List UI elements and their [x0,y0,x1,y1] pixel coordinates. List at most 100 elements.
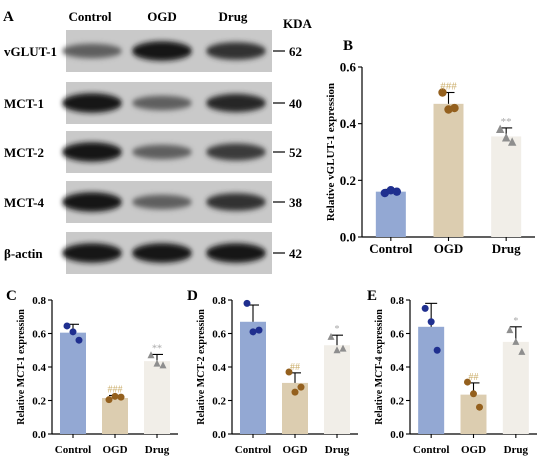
data-point-control [421,304,429,312]
data-point-drug [501,133,511,142]
significance-mark-drug: * [335,324,340,335]
x-tick-label-drug: Drug [325,444,350,456]
data-point-drug [327,332,335,340]
lane-label-control: Control [68,9,111,24]
significance-mark-ogd: ### [108,384,123,395]
blot-band [206,93,266,113]
data-point-drug [512,337,520,345]
panel-c-bar-chart: C 0.0 0.2 0.4 0.6 0.8 Relative MCT-1 expressio… [6,288,178,456]
x-tick-label-ogd: OGD [102,444,127,456]
x-tick-label-drug: Drug [504,444,529,456]
data-point-control [392,187,402,196]
significance-mark-ogd: ### [440,81,457,93]
blot-band [206,243,266,263]
x-tick-label-control: Control [55,444,91,456]
protein-label-mct-4: MCT-4 [4,195,44,210]
lane-label-ogd: OGD [147,9,177,24]
significance-mark-ogd: ## [469,372,479,383]
data-point-drug [147,351,155,359]
x-tick-label-ogd: OGD [434,241,464,256]
data-point-control [63,322,71,330]
significance-mark-drug: * [513,316,518,327]
y-tick-label: 0.0 [212,429,226,441]
bar-control [240,321,266,434]
blot-band [206,143,266,161]
kda-unit-label: KDA [283,16,313,31]
data-point-control [427,318,435,326]
data-point-ogd [117,393,125,401]
bar-drug [491,136,522,237]
blot-row-vglut-1: vGLUT-1 62 [4,30,302,72]
y-tick-label: 0.0 [340,230,356,245]
data-point-drug [339,344,347,352]
protein-label-vglut-1: vGLUT-1 [4,44,57,59]
blot-band [132,243,192,263]
significance-mark-drug: ** [501,116,512,128]
significance-mark-drug: ** [152,343,162,354]
y-tick-label: 0.4 [390,362,404,374]
x-tick-label-ogd: OGD [461,444,486,456]
panel-c-letter: C [6,288,17,304]
blot-row-mct-4: MCT-4 38 [4,181,303,223]
x-tick-label-drug: Drug [145,444,170,456]
blot-row-mct-2: MCT-2 52 [4,131,302,173]
protein-label-actin: β-actin [4,246,43,261]
panel-a-letter: A [3,9,14,25]
blot-band [62,93,122,113]
blot-band [62,43,122,59]
bar-ogd [433,103,464,237]
panel-e-letter: E [367,288,377,304]
y-tick-label: 0.4 [340,116,357,131]
data-point-control [69,328,77,336]
data-point-control [75,336,83,344]
y-tick-label: 0.8 [32,295,46,307]
y-tick-label: 0.8 [212,295,226,307]
y-tick-label: 0.8 [390,295,404,307]
blot-row-mct-1: MCT-1 40 [4,82,302,124]
x-tick-label-control: Control [413,444,449,456]
kda-value-mct-2: 52 [289,145,302,160]
y-tick-label: 0.6 [390,328,404,340]
y-tick-label: 0.0 [390,429,404,441]
y-tick-label: 0.6 [340,60,357,75]
blot-band [132,95,192,111]
data-point-control [243,299,251,307]
blot-band [132,194,192,210]
blot-band [206,193,266,211]
data-point-ogd [291,388,299,396]
y-tick-label: 0.6 [212,328,226,340]
kda-value-vglut-1: 62 [289,44,302,59]
y-tick-label: 0.2 [32,395,46,407]
data-point-drug [333,346,341,354]
blot-band [132,144,192,160]
data-point-drug [159,361,167,369]
protein-label-mct-1: MCT-1 [4,96,44,111]
data-point-ogd [476,403,483,411]
data-point-ogd [285,368,293,376]
x-tick-label-control: Control [369,241,412,256]
y-tick-label: 0.6 [32,328,46,340]
blot-band [62,192,122,212]
data-point-ogd [297,383,305,391]
y-axis-label: Relative vGLUT-1 expression [325,83,337,221]
data-point-ogd [450,103,459,113]
blot-band [206,42,266,60]
data-point-ogd [464,378,471,386]
bar-control [60,332,86,434]
kda-value-mct-4: 38 [289,195,303,210]
bar-ogd [460,394,487,434]
x-tick-label-ogd: OGD [282,444,307,456]
blot-band [132,41,192,61]
data-point-drug [495,124,505,134]
data-point-ogd [438,88,447,97]
data-point-control [433,346,441,354]
kda-value-actin: 42 [289,246,302,261]
bar-ogd [102,397,128,434]
y-tick-label: 0.2 [340,173,356,188]
y-tick-label: 0.2 [390,395,404,407]
blot-band [62,243,122,263]
data-point-drug [507,137,517,146]
